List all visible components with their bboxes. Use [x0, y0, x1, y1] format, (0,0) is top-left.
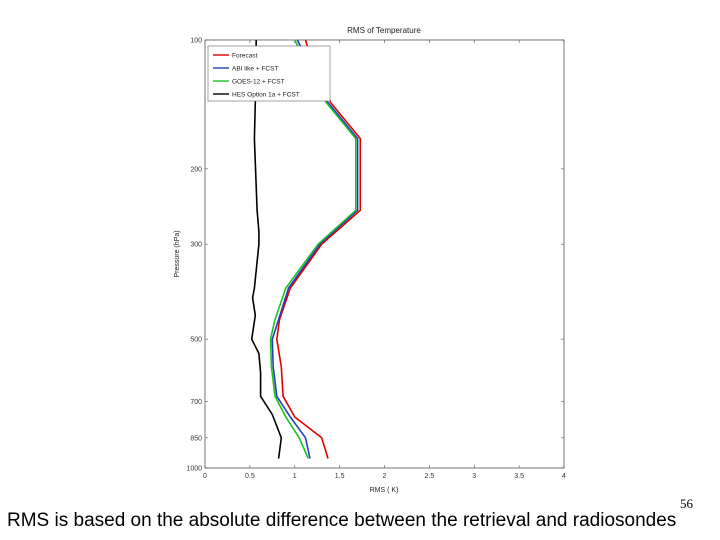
legend-label: GOES-12 + FCST — [232, 79, 285, 86]
x-tick-label: 4 — [562, 473, 566, 480]
series-line-forecast — [276, 39, 362, 459]
legend-label: ABI like + FCST — [232, 66, 278, 73]
y-tick-label: 100 — [190, 38, 202, 45]
rms-temperature-chart: RMS of Temperature RMS ( K) Pressure (hP… — [174, 26, 566, 494]
series-line-abi-like-fcst — [271, 39, 359, 459]
series-lines — [250, 39, 362, 459]
x-tick-label: 3.5 — [514, 473, 524, 480]
x-tick-label: 1 — [293, 473, 297, 480]
y-axis-label: Pressure (hPa) — [174, 230, 181, 277]
slide-number: 56 — [680, 496, 693, 511]
legend-label: Forecast — [232, 53, 257, 60]
x-tick-label: 2 — [383, 473, 387, 480]
chart-title: RMS of Temperature — [347, 26, 421, 35]
y-ticks: 100 200 300 500 700 850 1000 — [186, 38, 564, 473]
x-ticks: 0 0.5 1 1.5 2 2.5 3 3.5 4 — [203, 40, 566, 480]
plot-area — [204, 39, 565, 469]
y-tick-label: 300 — [190, 242, 202, 249]
legend: Forecast ABI like + FCST GOES-12 + FCST HES… — [207, 45, 331, 102]
y-tick-label: 700 — [190, 399, 202, 406]
x-tick-label: 0.5 — [245, 473, 255, 480]
series-line-hes-option-1a-fcst — [250, 39, 283, 459]
y-tick-label: 850 — [190, 435, 202, 442]
x-axis-label: RMS ( K) — [370, 487, 399, 494]
x-tick-label: 3 — [472, 473, 476, 480]
x-tick-label: 1.5 — [335, 473, 345, 480]
x-tick-label: 2.5 — [425, 473, 435, 480]
legend-label: HES Option 1a + FCST — [232, 92, 300, 99]
slide-caption: RMS is based on the absolute difference … — [7, 510, 677, 531]
y-tick-label: 200 — [190, 166, 202, 173]
x-tick-label: 0 — [203, 473, 207, 480]
y-tick-label: 500 — [190, 337, 202, 344]
y-tick-label: 1000 — [186, 466, 202, 473]
series-line-goes-12-fcst — [269, 39, 357, 459]
legend-box — [207, 45, 331, 102]
